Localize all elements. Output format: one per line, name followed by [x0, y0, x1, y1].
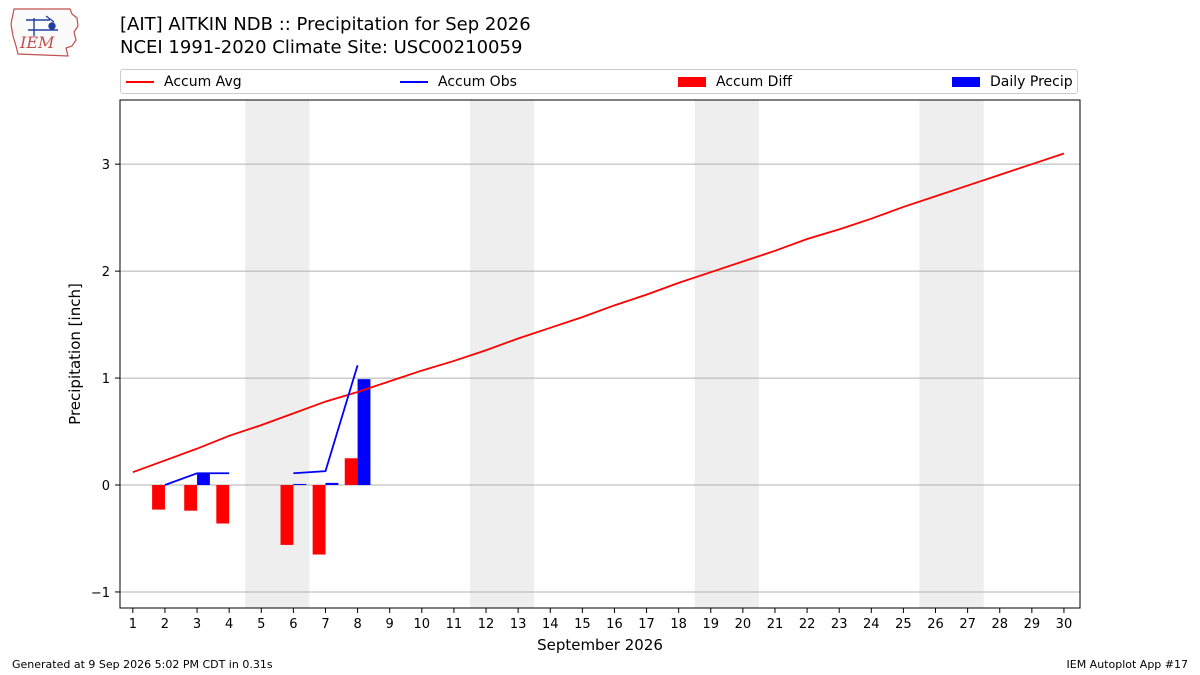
x-tick-label: 13 [510, 617, 527, 632]
legend-accum-obs: Accum Obs [400, 70, 517, 93]
daily-precip-bar [293, 483, 307, 486]
x-tick-label: 27 [959, 617, 976, 632]
x-tick-label: 26 [927, 617, 944, 632]
legend-accum-avg-swatch [126, 80, 154, 83]
x-tick-label: 6 [289, 617, 297, 632]
legend-accum-diff-label: Accum Diff [716, 73, 793, 90]
x-tick-label: 2 [161, 617, 169, 632]
x-tick-label: 23 [831, 617, 848, 632]
accum-obs-line [293, 364, 359, 475]
plot-frame [119, 99, 1081, 609]
x-tick-label: 30 [1056, 617, 1073, 632]
y-tick-label: 0 [102, 479, 110, 494]
accum-diff-bar [280, 485, 294, 545]
title-line-2: NCEI 1991-2020 Climate Site: USC00210059 [120, 37, 523, 58]
accum-diff-bar [312, 485, 326, 555]
x-tick-label: 10 [414, 617, 431, 632]
x-tick-label: 12 [478, 617, 495, 632]
footer-app-id: IEM Autoplot App #17 [1066, 658, 1189, 671]
x-tick-label: 22 [799, 617, 816, 632]
daily-precip-bar [325, 482, 339, 486]
x-tick-label: 19 [702, 617, 719, 632]
accum-diff-bar [216, 485, 230, 524]
iowa-state-outline [10, 8, 79, 57]
x-tick-label: 24 [863, 617, 880, 632]
weekend-shade-4 [919, 100, 984, 608]
footer-generated: Generated at 9 Sep 2026 5:02 PM CDT in 0… [12, 658, 273, 671]
x-tick-label: 8 [353, 617, 361, 632]
accum-diff-bar [184, 485, 198, 511]
weekend-shade-2 [469, 100, 535, 608]
x-tick-label: 4 [225, 617, 233, 632]
x-axis-label: September 2026 [537, 636, 663, 654]
x-tick-label: 15 [574, 617, 591, 632]
weather-station-icon [26, 15, 58, 36]
y-axis-label: Precipitation [inch] [66, 283, 84, 425]
x-tick-label: 3 [193, 617, 201, 632]
legend-accum-obs-label: Accum Obs [438, 73, 517, 90]
legend-accum-diff-swatch [678, 76, 706, 87]
x-tick-label: 5 [257, 617, 265, 632]
x-tick-label: 29 [1024, 617, 1041, 632]
x-tick-label: 7 [321, 617, 329, 632]
legend-accum-diff: Accum Diff [678, 70, 792, 93]
x-tick-label: 17 [638, 617, 655, 632]
x-tick-label: 25 [895, 617, 912, 632]
logo-text: IEM [19, 33, 55, 52]
weekend-shade-1 [245, 100, 310, 608]
y-tick-label: 1 [102, 372, 110, 387]
x-tick-label: 18 [670, 617, 687, 632]
legend-accum-avg-label: Accum Avg [164, 73, 242, 90]
accum-diff-bar [152, 485, 165, 510]
x-tick-label: 14 [542, 617, 559, 632]
daily-precip-bar [357, 379, 371, 486]
x-tick-label: 21 [767, 617, 784, 632]
weekend-shade-3 [694, 100, 759, 608]
x-tick-label: 20 [735, 617, 752, 632]
y-tick-label: 3 [102, 158, 110, 173]
x-tick-label: 11 [446, 617, 463, 632]
legend-daily-precip: Daily Precip [952, 70, 1073, 93]
chart-title: [AIT] AITKIN NDB :: Precipitation for Se… [120, 13, 531, 59]
legend-daily-precip-swatch [952, 76, 980, 87]
iem-logo: IEM [10, 8, 79, 57]
title-line-1: [AIT] AITKIN NDB :: Precipitation for Se… [120, 14, 531, 35]
y-tick-label: 2 [102, 265, 110, 280]
accum-obs-line [164, 472, 230, 486]
legend: Accum Avg Accum Obs Accum Diff Daily Pre… [120, 69, 1078, 94]
legend-accum-obs-swatch [400, 80, 428, 83]
x-tick-label: 28 [991, 617, 1008, 632]
accum-diff-bar [344, 458, 358, 486]
x-tick-label: 16 [606, 617, 623, 632]
x-tick-label: 9 [386, 617, 394, 632]
x-tick-label: 1 [129, 617, 137, 632]
y-tick-label: −1 [91, 586, 110, 601]
daily-precip-bar [197, 473, 210, 486]
legend-daily-precip-label: Daily Precip [990, 73, 1073, 90]
legend-accum-avg: Accum Avg [126, 70, 242, 93]
accum-avg-line [132, 152, 1065, 474]
